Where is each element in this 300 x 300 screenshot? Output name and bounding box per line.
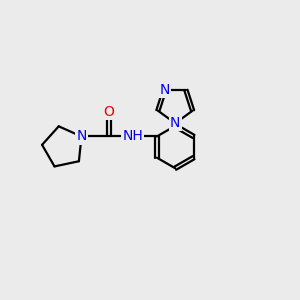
Text: O: O <box>103 105 114 119</box>
Text: N: N <box>159 83 170 97</box>
Text: N: N <box>170 116 180 130</box>
Text: N: N <box>76 130 87 143</box>
Text: NH: NH <box>122 130 143 143</box>
